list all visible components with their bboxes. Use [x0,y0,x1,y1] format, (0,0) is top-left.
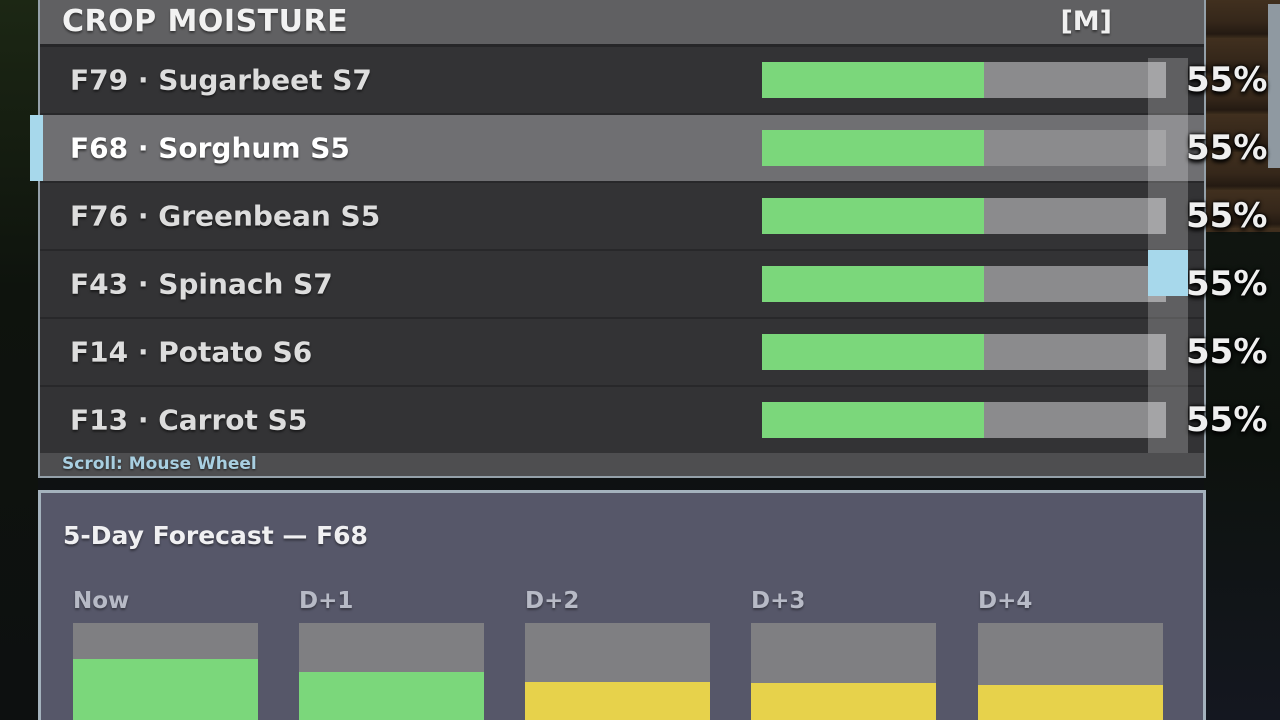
field-moisture-list: F79 · Sugarbeet S7 55% F68 · Sorghum S5 … [30,47,1267,476]
forecast-day-label: D+4 [978,588,1033,614]
moisture-bar [762,130,1166,166]
forecast-column-d2: D+2 [525,588,710,720]
field-row-f79[interactable]: F79 · Sugarbeet S7 55% [40,47,1267,113]
moisture-bar-fill [762,130,985,166]
forecast-title: 5-Day Forecast — F68 [63,521,368,550]
moisture-bar-fill [762,266,985,302]
scene-window-sliver [1268,4,1280,168]
moisture-bar-fill [762,402,985,438]
panel-title: CROP MOISTURE [62,4,349,39]
forecast-bar [299,623,484,720]
scene-wood-planks [1204,0,1280,232]
moisture-percent-label: 55% [1186,332,1268,372]
selection-indicator [30,115,43,181]
field-row-label: F68 · Sorghum S5 [70,131,350,165]
scroll-hint-text: Scroll: Mouse Wheel [62,454,257,474]
forecast-day-label: Now [73,588,130,614]
scroll-hint-bar: Scroll: Mouse Wheel [40,453,1204,476]
field-row-f14[interactable]: F14 · Potato S6 55% [40,319,1267,385]
field-row-f68[interactable]: F68 · Sorghum S5 55% [30,115,1267,181]
forecast-bar [978,623,1163,720]
scene-right-dark [1204,232,1280,720]
forecast-day-label: D+3 [751,588,806,614]
forecast-bar [751,623,936,720]
forecast-bar-fill [299,672,484,720]
moisture-percent-label: 55% [1186,264,1268,304]
moisture-bar [762,266,1166,302]
forecast-day-label: D+1 [299,588,354,614]
forecast-bar-fill [978,685,1163,720]
forecast-day-label: D+2 [525,588,580,614]
moisture-bar-fill [762,334,985,370]
field-row-f76[interactable]: F76 · Greenbean S5 55% [40,183,1267,249]
moisture-percent-label: 55% [1186,128,1268,168]
moisture-bar-fill [762,198,985,234]
forecast-panel: 5-Day Forecast — F68 Now D+1 D+2 D+3 D+4 [38,490,1206,720]
field-row-label: F76 · Greenbean S5 [70,199,381,233]
moisture-percent-label: 55% [1186,196,1268,236]
field-row-label: F79 · Sugarbeet S7 [70,63,372,97]
forecast-column-d4: D+4 [978,588,1163,720]
moisture-bar-fill [762,62,985,98]
crop-moisture-panel: CROP MOISTURE [M] F79 · Sugarbeet S7 55%… [30,0,1267,478]
forecast-bar-fill [525,681,710,720]
moisture-bar [762,334,1166,370]
forecast-column-now: Now [73,588,258,720]
list-scrollbar[interactable] [1148,58,1188,476]
forecast-bar [525,623,710,720]
forecast-column-d3: D+3 [751,588,936,720]
forecast-bar-fill [73,659,258,720]
forecast-bar [73,623,258,720]
moisture-bar [762,198,1166,234]
scene-left-shadow [0,0,38,720]
field-row-label: F14 · Potato S6 [70,335,313,369]
moisture-percent-label: 55% [1186,400,1268,440]
moisture-bar [762,402,1166,438]
field-row-label: F13 · Carrot S5 [70,403,308,437]
moisture-percent-label: 55% [1186,60,1268,100]
moisture-unit-label: [M] [1060,6,1112,37]
scrollbar-thumb[interactable] [1148,250,1188,296]
moisture-bar [762,62,1166,98]
crop-moisture-header: CROP MOISTURE [M] [40,0,1204,47]
forecast-bar-fill [751,682,936,720]
forecast-column-d1: D+1 [299,588,484,720]
field-row-f43[interactable]: F43 · Spinach S7 55% [40,251,1267,317]
field-row-label: F43 · Spinach S7 [70,267,333,301]
field-row-f13[interactable]: F13 · Carrot S5 55% [40,387,1267,453]
